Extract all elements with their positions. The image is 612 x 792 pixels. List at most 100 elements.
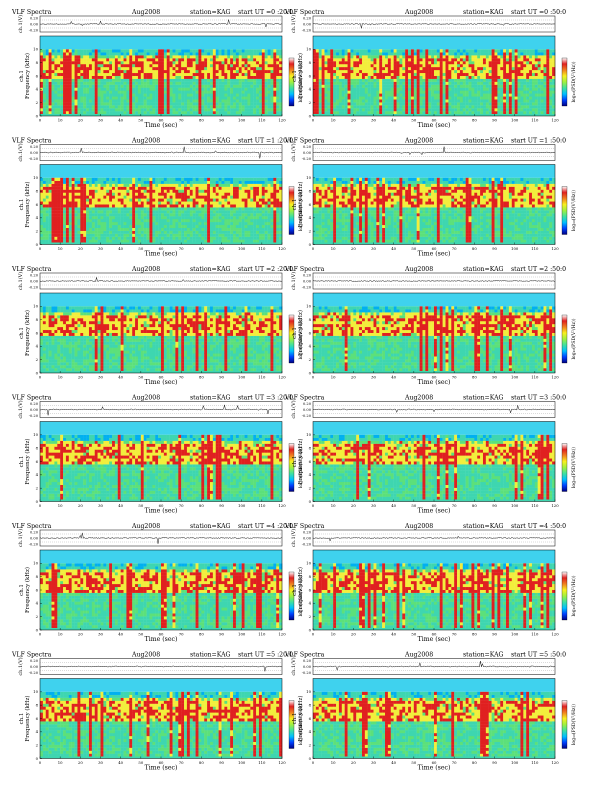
spectrogram-cell	[196, 58, 199, 61]
spectrogram-cell	[112, 111, 115, 114]
spectrogram-cell	[92, 93, 95, 96]
spectrogram-cell	[178, 105, 181, 108]
spectrogram-cell	[40, 85, 43, 88]
spectrogram-cell	[121, 93, 124, 96]
spectrogram-cell	[181, 99, 184, 102]
spectrogram-cell	[109, 90, 112, 93]
spectrogram-cell	[147, 90, 150, 93]
spectrogram-cell	[80, 85, 83, 88]
spectrogram-cell	[72, 93, 75, 96]
spectrogram-cell	[158, 67, 161, 70]
spectrogram-cell	[161, 102, 164, 105]
spectrogram-cell	[63, 93, 66, 96]
spectrogram-cell	[164, 70, 167, 73]
spectrogram-cell	[106, 88, 109, 91]
spectrogram-cell	[95, 79, 98, 82]
spectrogram-cell	[167, 73, 170, 76]
spectrogram-cell	[109, 76, 112, 79]
spectrogram-cell	[193, 90, 196, 93]
spectrogram-cell	[66, 85, 69, 88]
spectrogram-cell	[181, 67, 184, 70]
spectrogram-cell	[141, 85, 144, 88]
spectrogram-cell	[135, 105, 138, 108]
spectrogram-cell	[106, 90, 109, 93]
spectrogram-cell	[149, 61, 152, 64]
spectrogram-cell	[95, 99, 98, 102]
spectrogram-cell	[109, 105, 112, 108]
spectrogram-cell	[155, 85, 158, 88]
spectrogram-cell	[83, 73, 86, 76]
spectrogram-cell	[60, 61, 63, 64]
spectrogram-cell	[181, 55, 184, 58]
spectrogram-cell	[135, 82, 138, 85]
spectrogram-cell	[121, 108, 124, 111]
spectrogram-cell	[144, 52, 147, 55]
spectrogram-cell	[43, 88, 46, 91]
spectrogram-cell	[144, 108, 147, 111]
spectrogram-cell	[89, 49, 92, 52]
spectrogram-cell	[83, 58, 86, 61]
spectrogram-cell	[49, 96, 52, 99]
spectrogram-cell	[60, 49, 63, 52]
spectrogram-cell	[155, 70, 158, 73]
spectrogram-cell	[121, 85, 124, 88]
spectrogram-cell	[164, 108, 167, 111]
spectrogram-cell	[196, 64, 199, 67]
spectrogram-cell	[184, 82, 187, 85]
spectrogram-cell	[52, 108, 55, 111]
spectrogram-cell	[75, 67, 78, 70]
spectrogram-cell	[196, 99, 199, 102]
spectrogram-cell	[132, 96, 135, 99]
spectrogram-cell	[175, 70, 178, 73]
spectrogram-cell	[101, 93, 104, 96]
spectrogram-cell	[167, 67, 170, 70]
spectrogram-cell	[190, 90, 193, 93]
spectrogram-cell	[69, 111, 72, 114]
spectrogram-cell	[135, 70, 138, 73]
spectrogram-cell	[49, 108, 52, 111]
spectrogram-cell	[63, 52, 66, 55]
spectrogram-cell	[89, 105, 92, 108]
spectrogram-cell	[86, 85, 89, 88]
spectrogram-cell	[49, 82, 52, 85]
spectrogram-cell	[164, 67, 167, 70]
spectrogram-cell	[112, 76, 115, 79]
spectrogram-cell	[161, 85, 164, 88]
spectrogram-cell	[190, 76, 193, 79]
spectrogram-cell	[54, 102, 57, 105]
spectrogram-cell	[196, 85, 199, 88]
spectrogram-cell	[138, 88, 141, 91]
spectrogram-cell	[101, 96, 104, 99]
spectrogram-cell	[40, 64, 43, 67]
spectrogram-cell	[132, 102, 135, 105]
spectrogram-cell	[112, 93, 115, 96]
spectrogram-cell	[167, 85, 170, 88]
spectrogram-cell	[193, 108, 196, 111]
spectrogram-cell	[138, 49, 141, 52]
spectrogram-cell	[83, 88, 86, 91]
spectrogram-cell	[69, 88, 72, 91]
spectrogram-cell	[57, 99, 60, 102]
spectrogram-cell	[181, 64, 184, 67]
spectrogram-cell	[118, 99, 121, 102]
spectrogram-cell	[118, 67, 121, 70]
spectrogram-cell	[86, 99, 89, 102]
spectrogram-cell	[115, 102, 118, 105]
spectrogram-cell	[164, 64, 167, 67]
spectrogram-cell	[40, 76, 43, 79]
spectrogram-cell	[40, 88, 43, 91]
spectrogram-cell	[98, 70, 101, 73]
spectrogram-cell	[181, 108, 184, 111]
spectrogram-cell	[106, 76, 109, 79]
spectrogram-cell	[115, 49, 118, 52]
spectrogram-cell	[40, 67, 43, 70]
spectrogram-cell	[63, 70, 66, 73]
spectrogram-cell	[190, 55, 193, 58]
spectrogram-cell	[101, 55, 104, 58]
spectrogram-cell	[63, 73, 66, 76]
spectrogram-cell	[98, 73, 101, 76]
spectrogram-cell	[124, 96, 127, 99]
spectrogram-cell	[54, 70, 57, 73]
spectrogram-cell	[46, 96, 49, 99]
spectrogram-cell	[54, 73, 57, 76]
